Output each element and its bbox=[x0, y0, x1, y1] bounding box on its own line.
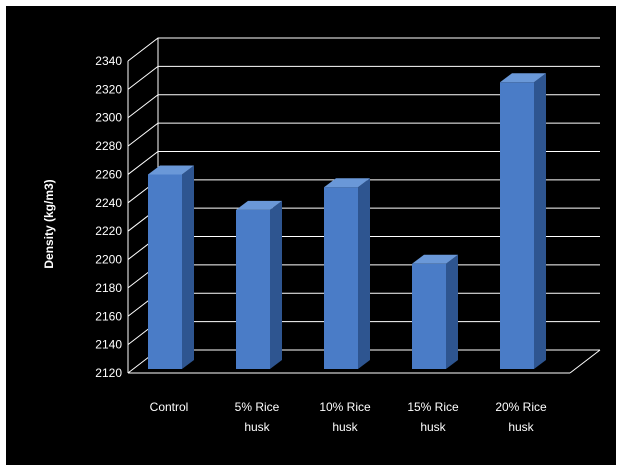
y-tick-label: 2120 bbox=[95, 366, 122, 380]
bars bbox=[148, 73, 546, 369]
chart-area: 2120 2140 2160 2180 2200 2220 2240 2260 2280 2300… bbox=[6, 6, 616, 465]
bar bbox=[236, 200, 282, 369]
bar-top bbox=[412, 254, 458, 264]
y-tick-label: 2160 bbox=[95, 309, 122, 323]
y-tick-label: 2260 bbox=[95, 167, 122, 181]
y-tick-label: 2200 bbox=[95, 253, 122, 267]
bar-front bbox=[412, 263, 446, 369]
y-tick-label: 2340 bbox=[95, 54, 122, 68]
bar bbox=[412, 254, 458, 369]
x-category-label: Control bbox=[150, 400, 189, 414]
bar-top bbox=[236, 200, 282, 210]
bar-side bbox=[270, 200, 282, 369]
x-category-label: husk bbox=[508, 420, 534, 434]
bar-side bbox=[358, 178, 370, 369]
y-tick-label: 2240 bbox=[95, 196, 122, 210]
bar-side bbox=[182, 165, 194, 369]
bar-front bbox=[236, 209, 270, 369]
bar bbox=[148, 165, 194, 369]
x-category-label: 5% Rice bbox=[235, 400, 280, 414]
bar-top bbox=[148, 165, 194, 175]
bar-top bbox=[500, 73, 546, 83]
y-tick-labels: 2120 2140 2160 2180 2200 2220 2240 2260 2280 2300… bbox=[95, 54, 122, 380]
x-category-label: husk bbox=[332, 420, 358, 434]
bar-front bbox=[500, 82, 534, 369]
x-category-label: husk bbox=[420, 420, 446, 434]
density-bar-chart: 2120 2140 2160 2180 2200 2220 2240 2260 2280 2300… bbox=[42, 37, 601, 434]
y-tick-label: 2300 bbox=[95, 111, 122, 125]
x-category-label: 20% Rice bbox=[495, 400, 547, 414]
bar-side bbox=[534, 73, 546, 369]
y-tick-label: 2180 bbox=[95, 281, 122, 295]
x-category-label: 10% Rice bbox=[319, 400, 371, 414]
bar-front bbox=[324, 187, 358, 369]
x-category-label: 15% Rice bbox=[407, 400, 459, 414]
gridline bbox=[127, 37, 600, 62]
x-category-label: husk bbox=[244, 420, 270, 434]
y-axis-title: Density (kg/m3) bbox=[42, 179, 56, 268]
bar bbox=[324, 178, 370, 369]
bar-front bbox=[148, 174, 182, 369]
x-category-labels: Control 5% Rice husk 10% Rice husk 15% Rice hu… bbox=[150, 400, 547, 434]
floor-right-edge bbox=[569, 349, 601, 374]
y-tick-label: 2220 bbox=[95, 224, 122, 238]
y-tick-label: 2140 bbox=[95, 338, 122, 352]
bar-side bbox=[446, 254, 458, 369]
y-tick-label: 2320 bbox=[95, 82, 122, 96]
bar bbox=[500, 73, 546, 369]
bar-top bbox=[324, 178, 370, 188]
y-tick-label: 2280 bbox=[95, 139, 122, 153]
